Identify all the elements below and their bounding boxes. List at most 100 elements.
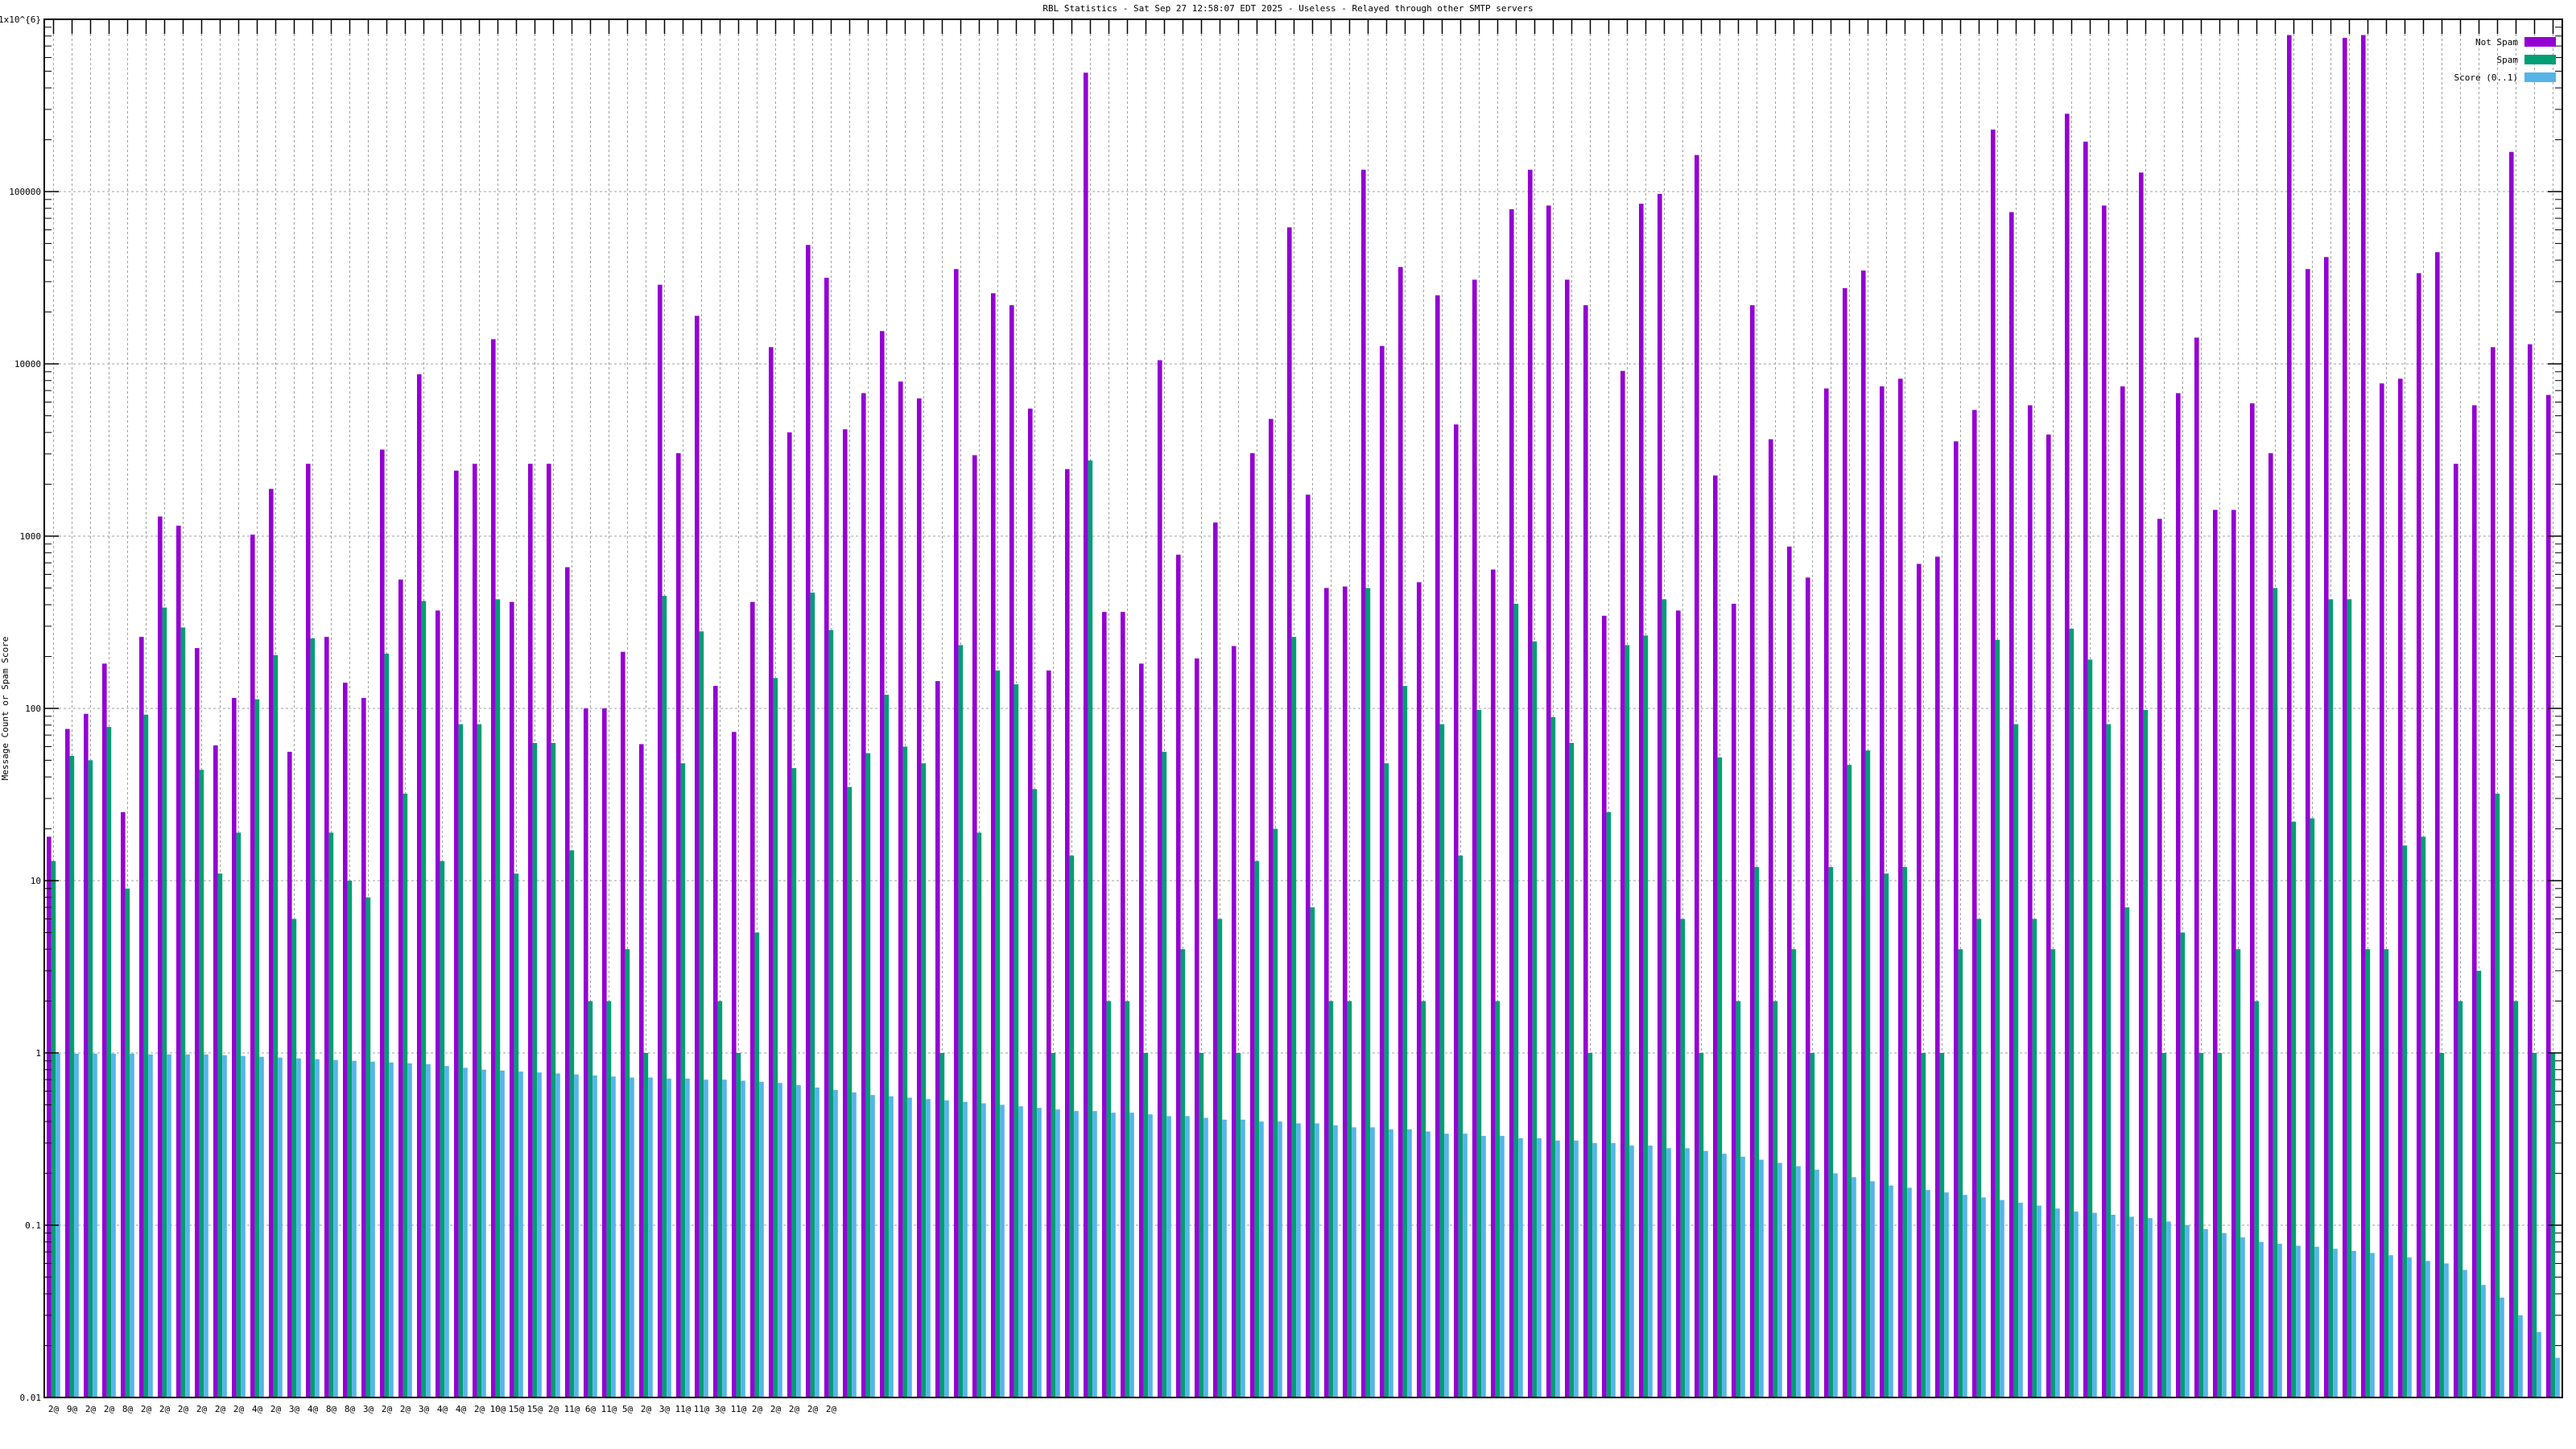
bar-score--78 (1500, 1136, 1505, 1397)
bar-score--104 (1981, 1197, 1986, 1397)
bar-score--26 (537, 1072, 542, 1397)
bar-not-spam-129 (2435, 252, 2440, 1397)
bar-score--119 (2259, 1241, 2264, 1397)
bar-spam-8 (199, 770, 204, 1397)
bar-not-spam-65 (1250, 452, 1255, 1398)
bar-score--86 (1648, 1146, 1653, 1397)
bar-spam-118 (2235, 949, 2241, 1397)
bar-spam-129 (2439, 1053, 2445, 1397)
bar-score--95 (1814, 1170, 1819, 1397)
bar-score--21 (444, 1066, 449, 1397)
x-tick-label: 5@ (622, 1404, 634, 1414)
bar-spam-128 (2421, 836, 2426, 1397)
x-tick-label: 2@ (159, 1404, 171, 1414)
bar-score--54 (1055, 1109, 1060, 1397)
bar-score--125 (2370, 1253, 2375, 1397)
x-tick-label: 4@ (456, 1404, 467, 1414)
bar-not-spam-41 (806, 245, 811, 1397)
bar-not-spam-84 (1602, 615, 1607, 1397)
bar-score--8 (204, 1054, 208, 1397)
bar-spam-104 (1976, 919, 1982, 1397)
bar-spam-100 (1902, 867, 1908, 1397)
x-tick-label: 11@ (731, 1404, 747, 1414)
x-tick-label: 6@ (585, 1404, 597, 1414)
bar-spam-31 (625, 949, 630, 1397)
bar-not-spam-44 (861, 393, 866, 1398)
bar-not-spam-120 (2268, 452, 2273, 1398)
bar-score--15 (333, 1059, 338, 1397)
bar-not-spam-75 (1435, 295, 1440, 1398)
bar-spam-26 (532, 742, 538, 1397)
x-tick-label: 2@ (233, 1404, 245, 1414)
bar-spam-111 (2106, 724, 2112, 1397)
bar-not-spam-108 (2046, 434, 2051, 1398)
x-tick-label: 4@ (437, 1404, 448, 1414)
bar-score--124 (2351, 1250, 2356, 1397)
x-tick-label: 2@ (196, 1404, 208, 1414)
bar-not-spam-78 (1491, 569, 1496, 1397)
bar-not-spam-37 (732, 732, 737, 1397)
bar-not-spam-76 (1454, 424, 1459, 1397)
bar-not-spam-73 (1398, 266, 1403, 1398)
bar-spam-13 (291, 919, 297, 1397)
bar-not-spam-19 (398, 579, 403, 1397)
bar-score--89 (1703, 1150, 1708, 1397)
bar-spam-44 (865, 753, 871, 1397)
bar-score--106 (2018, 1203, 2023, 1397)
bar-not-spam-124 (2343, 38, 2347, 1397)
bar-spam-93 (1773, 1001, 1778, 1397)
x-tick-label: 11@ (675, 1404, 691, 1414)
bar-spam-94 (1791, 949, 1797, 1397)
bar-score--13 (296, 1058, 301, 1397)
y-tick-label: 1000 (20, 531, 42, 542)
bar-score--133 (2518, 1315, 2523, 1397)
bar-spam-7 (180, 627, 186, 1397)
bar-score--75 (1444, 1133, 1449, 1397)
bar-spam-114 (2161, 1053, 2167, 1397)
bar-score--121 (2296, 1245, 2301, 1397)
bar-score--22 (463, 1067, 468, 1397)
bar-score--60 (1166, 1116, 1171, 1397)
bar-not-spam-7 (176, 526, 181, 1397)
bar-score--2 (93, 1053, 97, 1397)
x-tick-label: 3@ (659, 1404, 671, 1414)
bar-score--57 (1111, 1113, 1116, 1397)
x-tick-label: 8@ (326, 1404, 337, 1414)
bar-not-spam-3 (102, 663, 107, 1397)
x-tick-label: 8@ (345, 1404, 356, 1414)
bar-score--39 (778, 1083, 782, 1397)
bar-spam-12 (273, 654, 279, 1397)
y-tick-label: 100 (25, 704, 41, 714)
bar-spam-42 (828, 630, 834, 1397)
bar-not-spam-22 (454, 470, 459, 1397)
bar-score--93 (1777, 1162, 1782, 1397)
bar-score--53 (1037, 1108, 1042, 1397)
bar-not-spam-79 (1509, 208, 1514, 1397)
bar-score--48 (944, 1100, 949, 1397)
bar-not-spam-10 (232, 698, 237, 1397)
bar-not-spam-133 (2509, 151, 2514, 1397)
bar-spam-89 (1699, 1053, 1704, 1397)
bar-not-spam-57 (1102, 612, 1107, 1397)
bar-score--87 (1666, 1148, 1671, 1397)
bar-spam-63 (1217, 919, 1223, 1397)
bar-not-spam-125 (2361, 35, 2366, 1397)
x-tick-label: 3@ (289, 1404, 300, 1414)
bar-not-spam-106 (2009, 212, 2014, 1398)
bar-score--74 (1426, 1131, 1430, 1397)
x-tick-label: 2@ (548, 1404, 559, 1414)
x-tick-label: 2@ (85, 1404, 97, 1414)
x-tick-label: 2@ (48, 1404, 60, 1414)
bar-spam-23 (477, 724, 482, 1397)
bar-spam-5 (143, 714, 149, 1397)
bar-spam-71 (1365, 588, 1371, 1397)
bar-not-spam-30 (602, 708, 607, 1397)
bar-spam-22 (458, 724, 464, 1397)
legend-label: Score (0..1) (2454, 72, 2518, 83)
bar-score--34 (685, 1078, 690, 1397)
bar-not-spam-58 (1121, 612, 1125, 1397)
bar-not-spam-99 (1880, 386, 1885, 1398)
bar-spam-95 (1810, 1053, 1815, 1397)
bar-not-spam-131 (2472, 405, 2477, 1397)
bar-not-spam-94 (1787, 546, 1792, 1397)
